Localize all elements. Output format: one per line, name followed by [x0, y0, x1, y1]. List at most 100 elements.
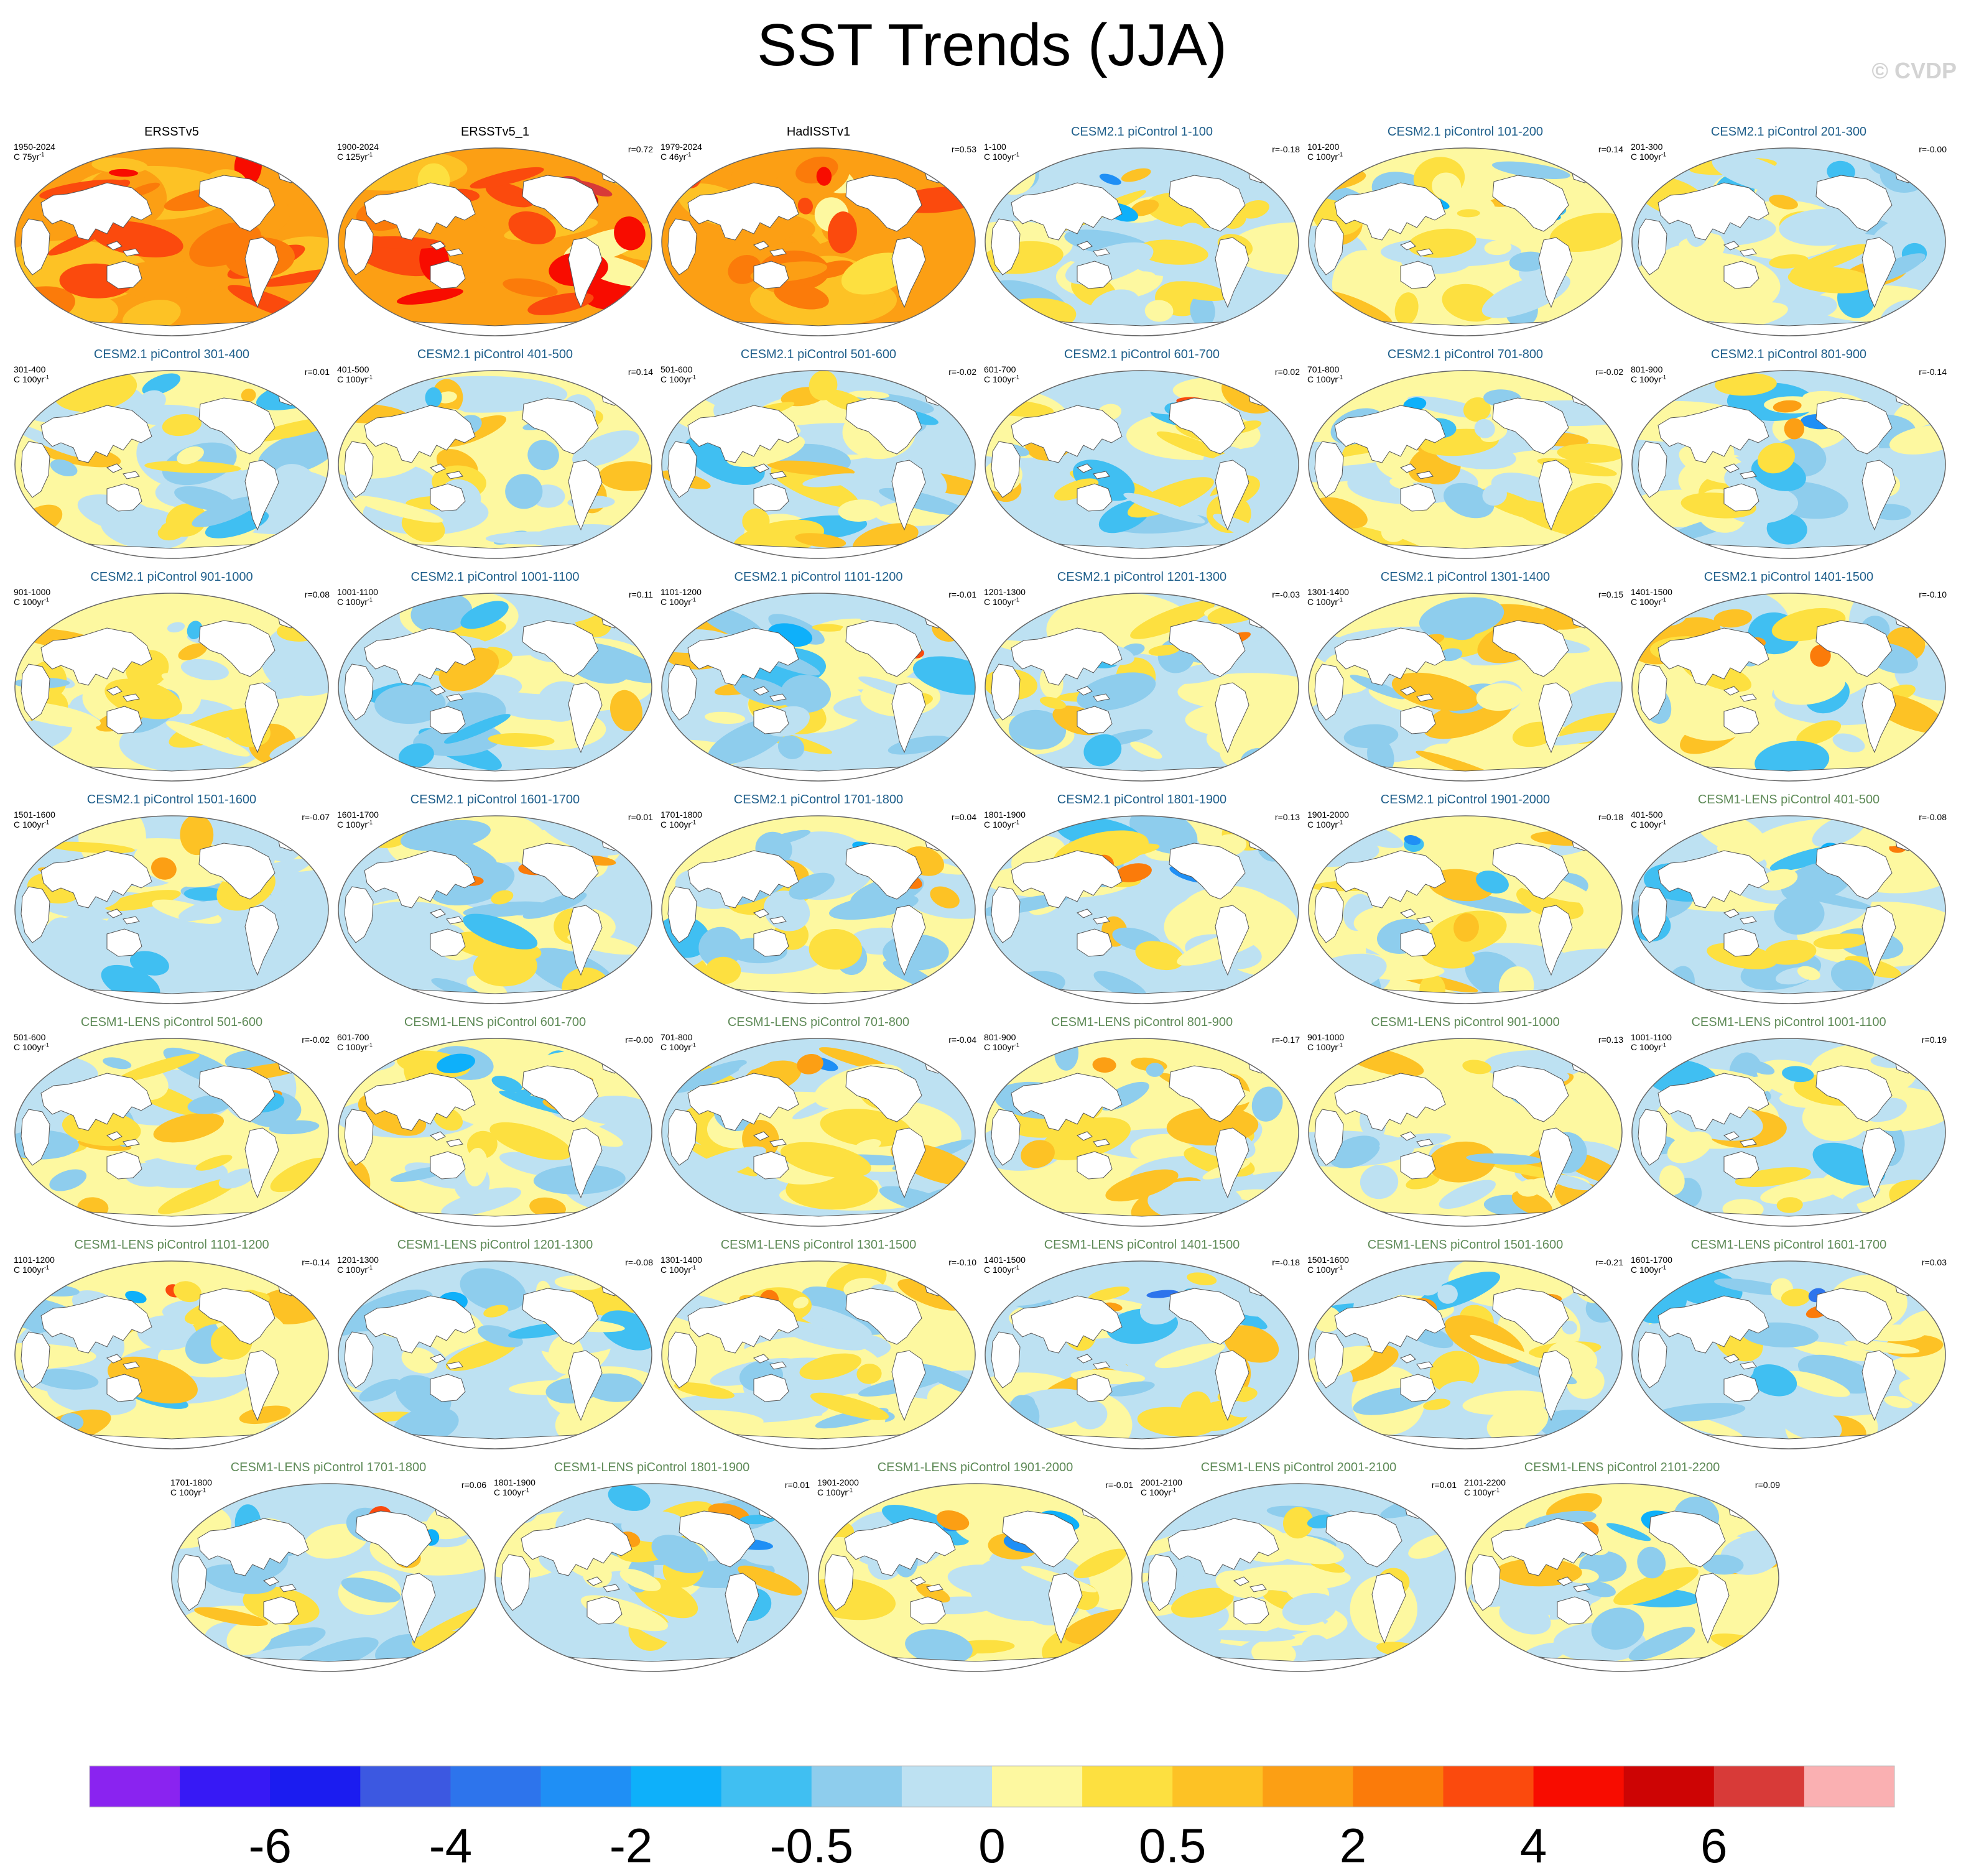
panel-units-exponent: -1	[1661, 819, 1667, 826]
trend-blob	[780, 675, 831, 713]
land-mass	[769, 1361, 787, 1370]
panel-units: C 100yr-1	[1141, 1487, 1176, 1497]
sst-trend-map	[661, 1038, 976, 1227]
land-mass	[446, 693, 463, 702]
land-mass	[1416, 693, 1434, 702]
panel-years: 1401-1500	[984, 1255, 1026, 1265]
trend-blob	[941, 1414, 966, 1449]
land-mass	[667, 1109, 697, 1166]
trend-blob	[1156, 431, 1230, 460]
land-mass	[1215, 460, 1249, 531]
land-mass	[891, 1350, 926, 1421]
panel-units: C 100yr-1	[1307, 374, 1343, 384]
colorbar-boxes	[89, 1765, 1895, 1808]
sst-trend-map	[661, 147, 976, 336]
land-mass	[844, 1518, 956, 1576]
land-mass	[40, 627, 152, 686]
land-mass	[687, 1295, 799, 1354]
trend-blob	[485, 531, 577, 545]
cvdp-watermark: © CVDP	[1871, 58, 1957, 83]
map-panel: CESM1-LENS piControl 1801-1900 1801-1900 C…	[490, 1460, 814, 1674]
trend-blob	[1613, 1567, 1699, 1606]
trend-blob	[1474, 418, 1495, 438]
panel-units: C 100yr-1	[1307, 1265, 1343, 1275]
land-mass	[21, 663, 50, 721]
trend-blob	[73, 729, 99, 751]
land-mass	[891, 460, 926, 531]
land-mass	[106, 908, 123, 918]
land-mass	[1723, 908, 1740, 918]
trend-blob	[183, 887, 226, 901]
trend-blob	[1665, 223, 1687, 243]
trend-blob	[1857, 833, 1898, 847]
panel-years: 1801-1900	[494, 1477, 535, 1487]
land-mass	[1492, 397, 1569, 455]
land-mass	[568, 460, 603, 531]
map-panel: CESM1-LENS piControl 501-600 501-600 C 100…	[10, 1015, 333, 1229]
trend-blob	[1750, 1364, 1797, 1397]
land-mass	[501, 1554, 531, 1611]
map-panel: CESM2.1 piControl 1901-2000 1901-2000 C 10…	[1304, 792, 1627, 1006]
trend-blob	[1080, 1175, 1124, 1213]
land-mass	[1416, 916, 1434, 925]
trend-blob	[1810, 644, 1831, 667]
land-mass	[1538, 905, 1573, 976]
map-panel: HadISSTv1 1979-2024 C 46yr-1 r=0.53	[657, 124, 980, 338]
land-mass	[891, 682, 926, 754]
land-mass	[1638, 663, 1667, 721]
panel-title: CESM1-LENS piControl 601-700	[404, 1015, 586, 1029]
trend-blob	[485, 182, 535, 208]
trend-blob	[848, 390, 890, 399]
land-mass	[603, 1584, 620, 1592]
sst-trend-map	[1141, 1483, 1456, 1672]
land-mass	[521, 1518, 633, 1576]
trend-blob	[1659, 1165, 1685, 1195]
land-mass	[364, 1073, 476, 1131]
trend-blob	[1047, 1182, 1080, 1199]
trend-blob	[897, 1278, 963, 1311]
land-mass	[522, 1065, 599, 1122]
map-outline	[338, 1260, 652, 1449]
trend-blob	[189, 222, 261, 267]
trend-blob	[1092, 1057, 1116, 1073]
trend-blob	[1844, 1340, 1920, 1354]
map-panel: CESM2.1 piControl 1201-1300 1201-1300 C 10…	[980, 570, 1304, 783]
land-mass	[430, 908, 446, 918]
trend-blob	[177, 446, 204, 464]
trend-blob	[912, 656, 975, 695]
land-mass	[1077, 483, 1113, 512]
land-mass	[1400, 1151, 1436, 1180]
land-mass	[753, 1131, 769, 1141]
trend-blob	[1784, 418, 1805, 440]
land-mass	[926, 1584, 943, 1592]
trend-blob	[1146, 1063, 1164, 1077]
land-mass	[1400, 483, 1436, 512]
land-mass	[910, 1596, 946, 1625]
colorbar-label: -4	[429, 1818, 472, 1873]
land-mass	[1861, 1350, 1896, 1421]
sst-trend-map	[661, 815, 976, 1004]
panel-years: 1201-1300	[337, 1255, 379, 1265]
colorbar-box	[540, 1766, 632, 1807]
land-mass	[364, 850, 476, 908]
trend-blob	[1008, 709, 1067, 750]
colorbar-box	[180, 1766, 271, 1807]
trend-blob	[809, 928, 863, 970]
trend-blob	[157, 1178, 238, 1214]
panel-title: ERSSTv5	[144, 125, 199, 139]
land-mass	[1077, 908, 1093, 918]
sst-trend-map	[338, 147, 652, 336]
trend-blob	[1713, 609, 1752, 628]
trend-blob	[529, 1197, 567, 1218]
trend-blob	[1715, 372, 1777, 396]
trend-blob	[1546, 730, 1611, 746]
trend-blob	[1054, 478, 1099, 501]
trend-blob	[1557, 443, 1622, 463]
trend-blob	[116, 1053, 200, 1083]
land-mass	[891, 1127, 926, 1199]
land-mass	[1416, 1361, 1434, 1370]
land-mass	[244, 460, 279, 531]
trend-blob	[1039, 696, 1066, 709]
trend-blob	[705, 956, 741, 985]
trend-blob	[838, 499, 882, 522]
